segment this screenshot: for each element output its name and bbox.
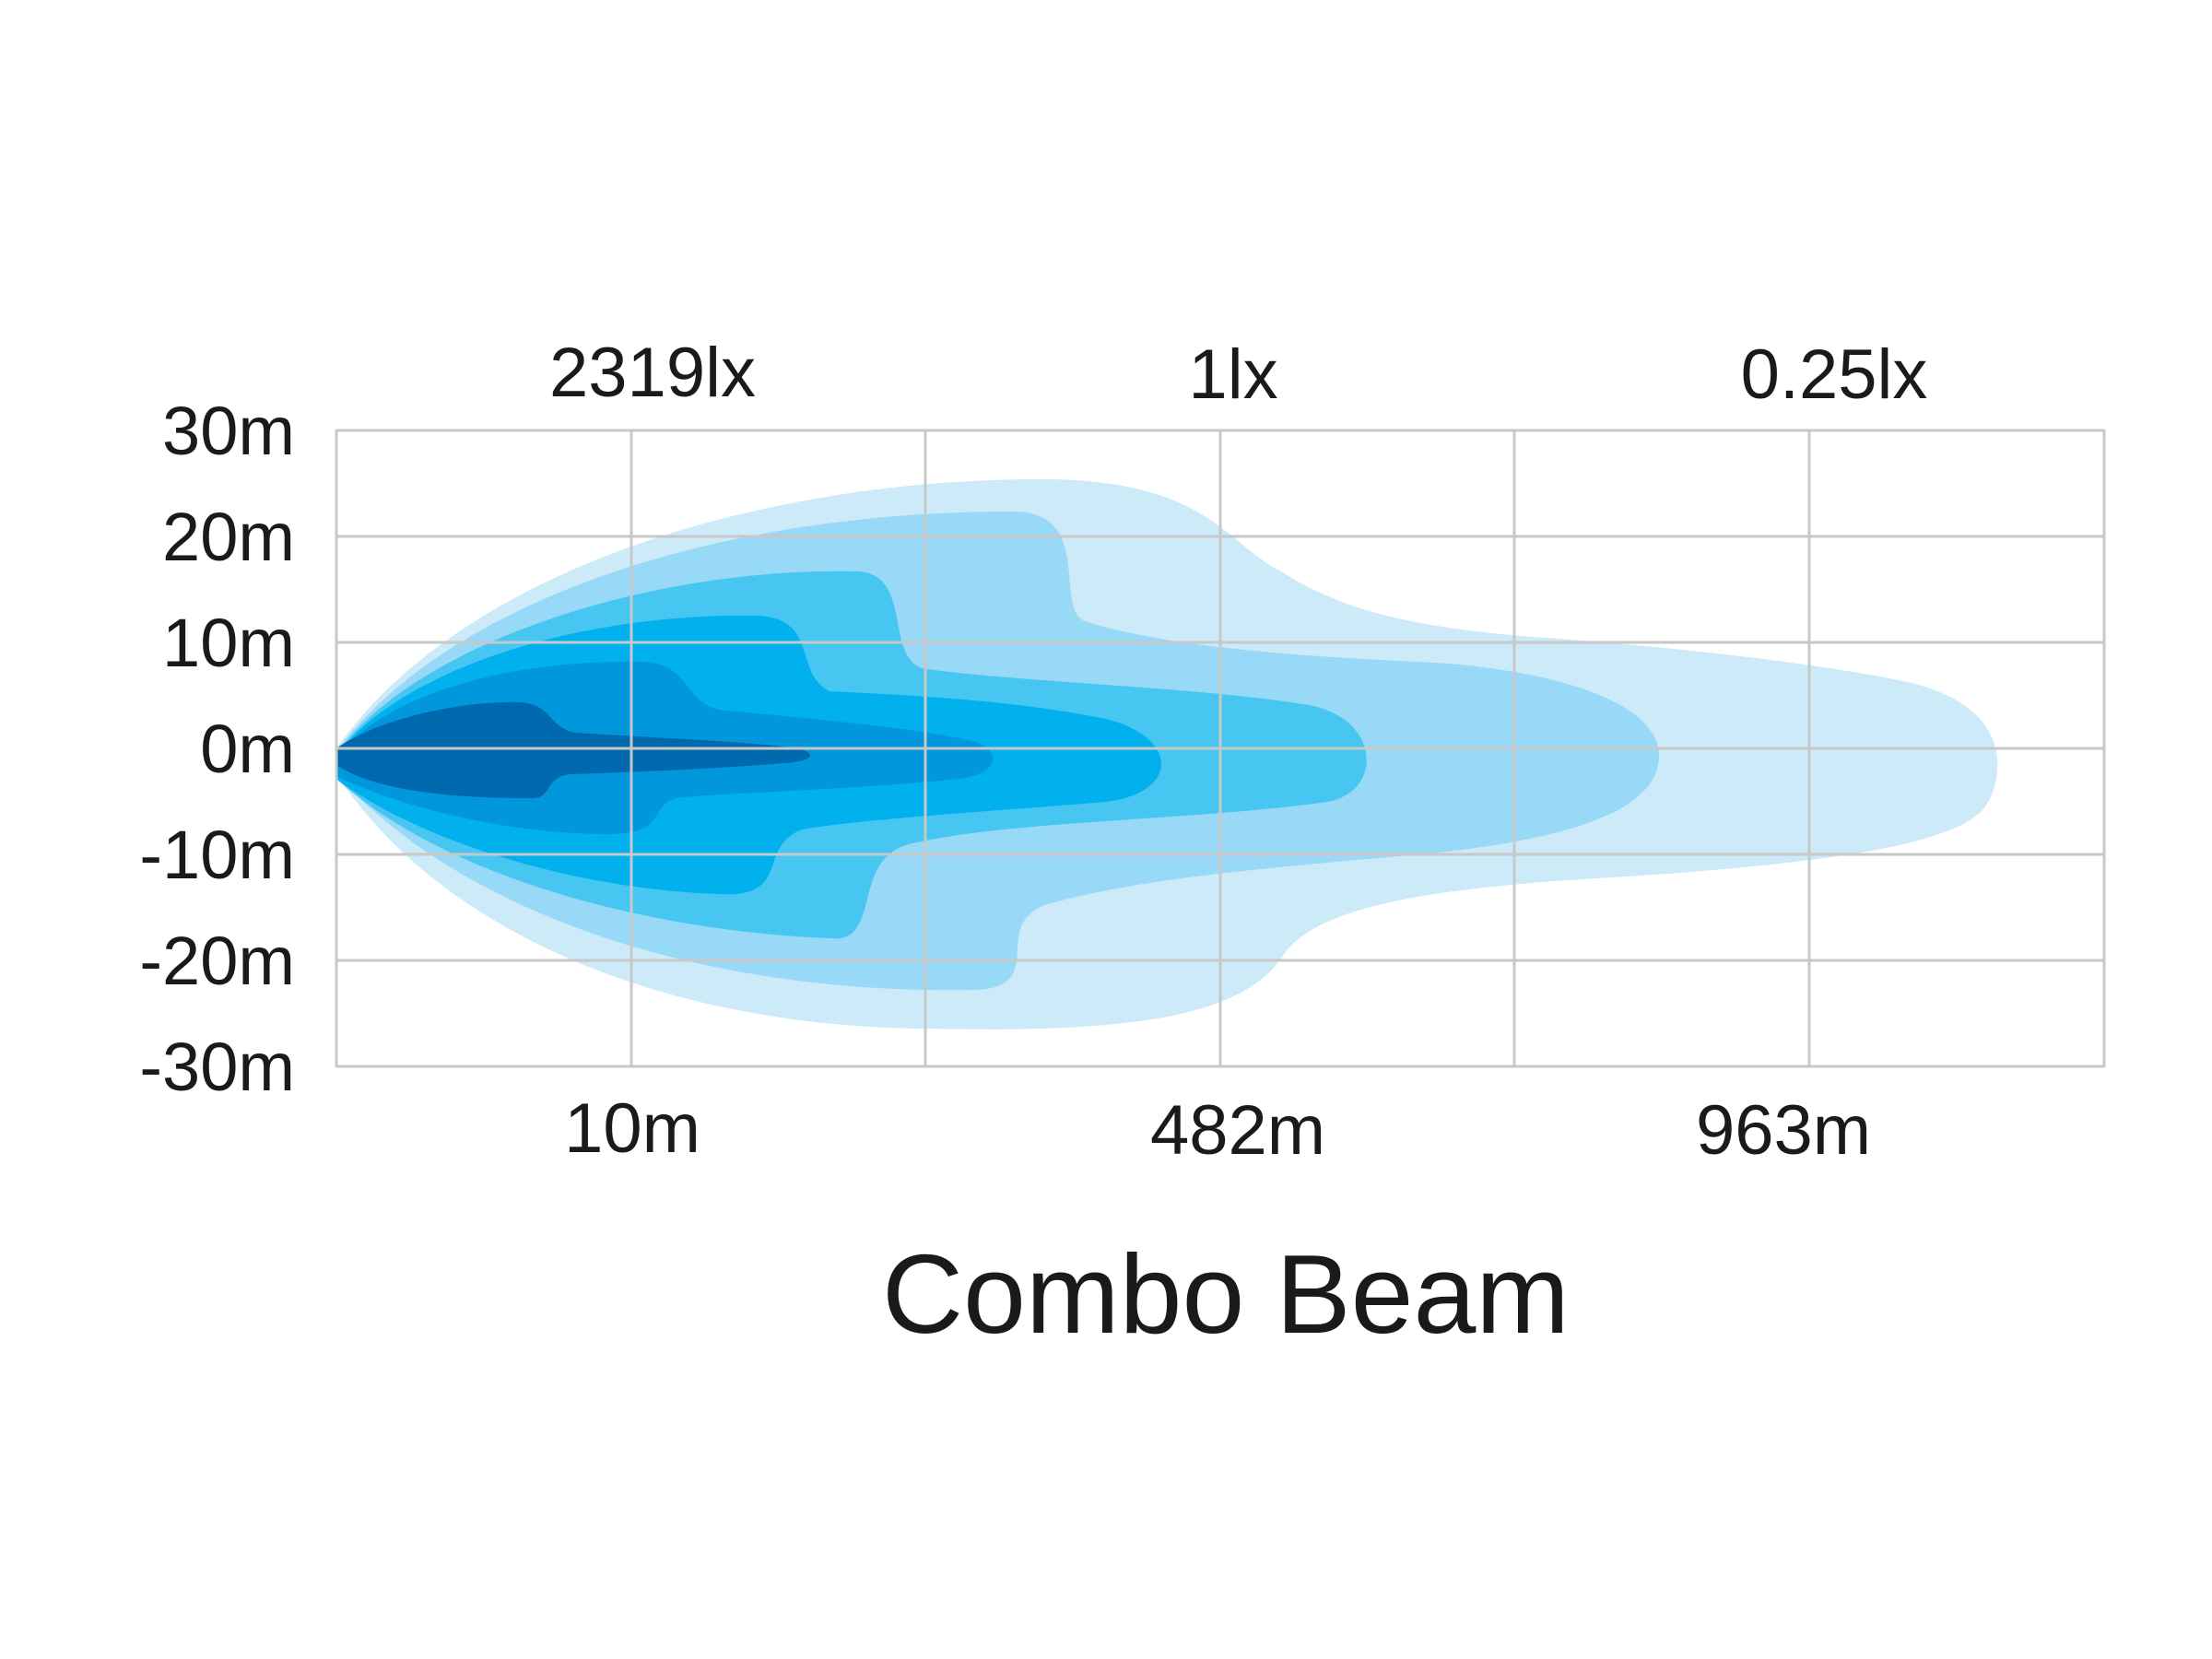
- x-tick-label: 10m: [564, 1089, 700, 1168]
- lux-label: 1lx: [1188, 335, 1277, 414]
- beam-zone-6: [336, 701, 811, 799]
- lux-label: 2319lx: [549, 334, 756, 412]
- chart-title: Combo Beam: [882, 1231, 1570, 1357]
- y-tick-label: 20m: [162, 499, 295, 575]
- y-tick-label: 10m: [162, 605, 295, 681]
- y-tick-label: -30m: [139, 1029, 295, 1105]
- chart-grid: [335, 429, 2106, 1068]
- beam-zones: [336, 479, 1998, 1030]
- lux-label: 0.25lx: [1741, 335, 1928, 414]
- x-tick-label: 963m: [1696, 1091, 1871, 1170]
- plot-frame: [335, 429, 2106, 1068]
- y-axis: 30m 20m 10m 0m -10m -20m -30m: [139, 393, 295, 1105]
- y-tick-label: 30m: [162, 393, 295, 469]
- y-tick-label: -10m: [139, 817, 295, 893]
- x-tick-label: 482m: [1150, 1091, 1325, 1170]
- x-axis: 10m 482m 963m: [564, 1089, 1871, 1170]
- y-tick-label: 0m: [200, 711, 295, 787]
- y-tick-label: -20m: [139, 923, 295, 999]
- lux-labels: 2319lx 1lx 0.25lx: [549, 334, 1927, 414]
